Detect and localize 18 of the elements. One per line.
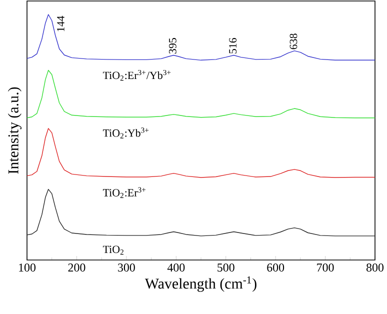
- series-label: TiO$_{2}$:Er$^{3+}$/Yb$^{3+}$: [102, 70, 171, 81]
- x-tick-label: 700: [317, 264, 334, 272]
- series-label: TiO$_{2}$: [102, 246, 124, 255]
- annotation: 395: [168, 38, 176, 54]
- x-tick-label: 300: [118, 264, 135, 272]
- annotation: 516: [229, 38, 236, 54]
- annotation: 638: [290, 34, 298, 50]
- x-tick-label: 600: [267, 264, 284, 272]
- x-tick-label: 800: [366, 264, 384, 272]
- x-axis-title: Wavelength (cm$^{-1}$): [144, 276, 256, 292]
- y-axis-title: Intensity (a.u.): [8, 87, 22, 174]
- x-tick-label: 200: [68, 264, 86, 272]
- x-tick-label: 100: [19, 264, 36, 272]
- series-label: TiO$_{2}$:Er$^{3+}$: [102, 187, 146, 198]
- series-label: TiO$_{2}$:Yb$^{3+}$: [102, 128, 149, 138]
- annotation: 144: [57, 16, 64, 32]
- x-tick-label: 500: [218, 264, 234, 272]
- x-tick-label: 400: [167, 264, 185, 272]
